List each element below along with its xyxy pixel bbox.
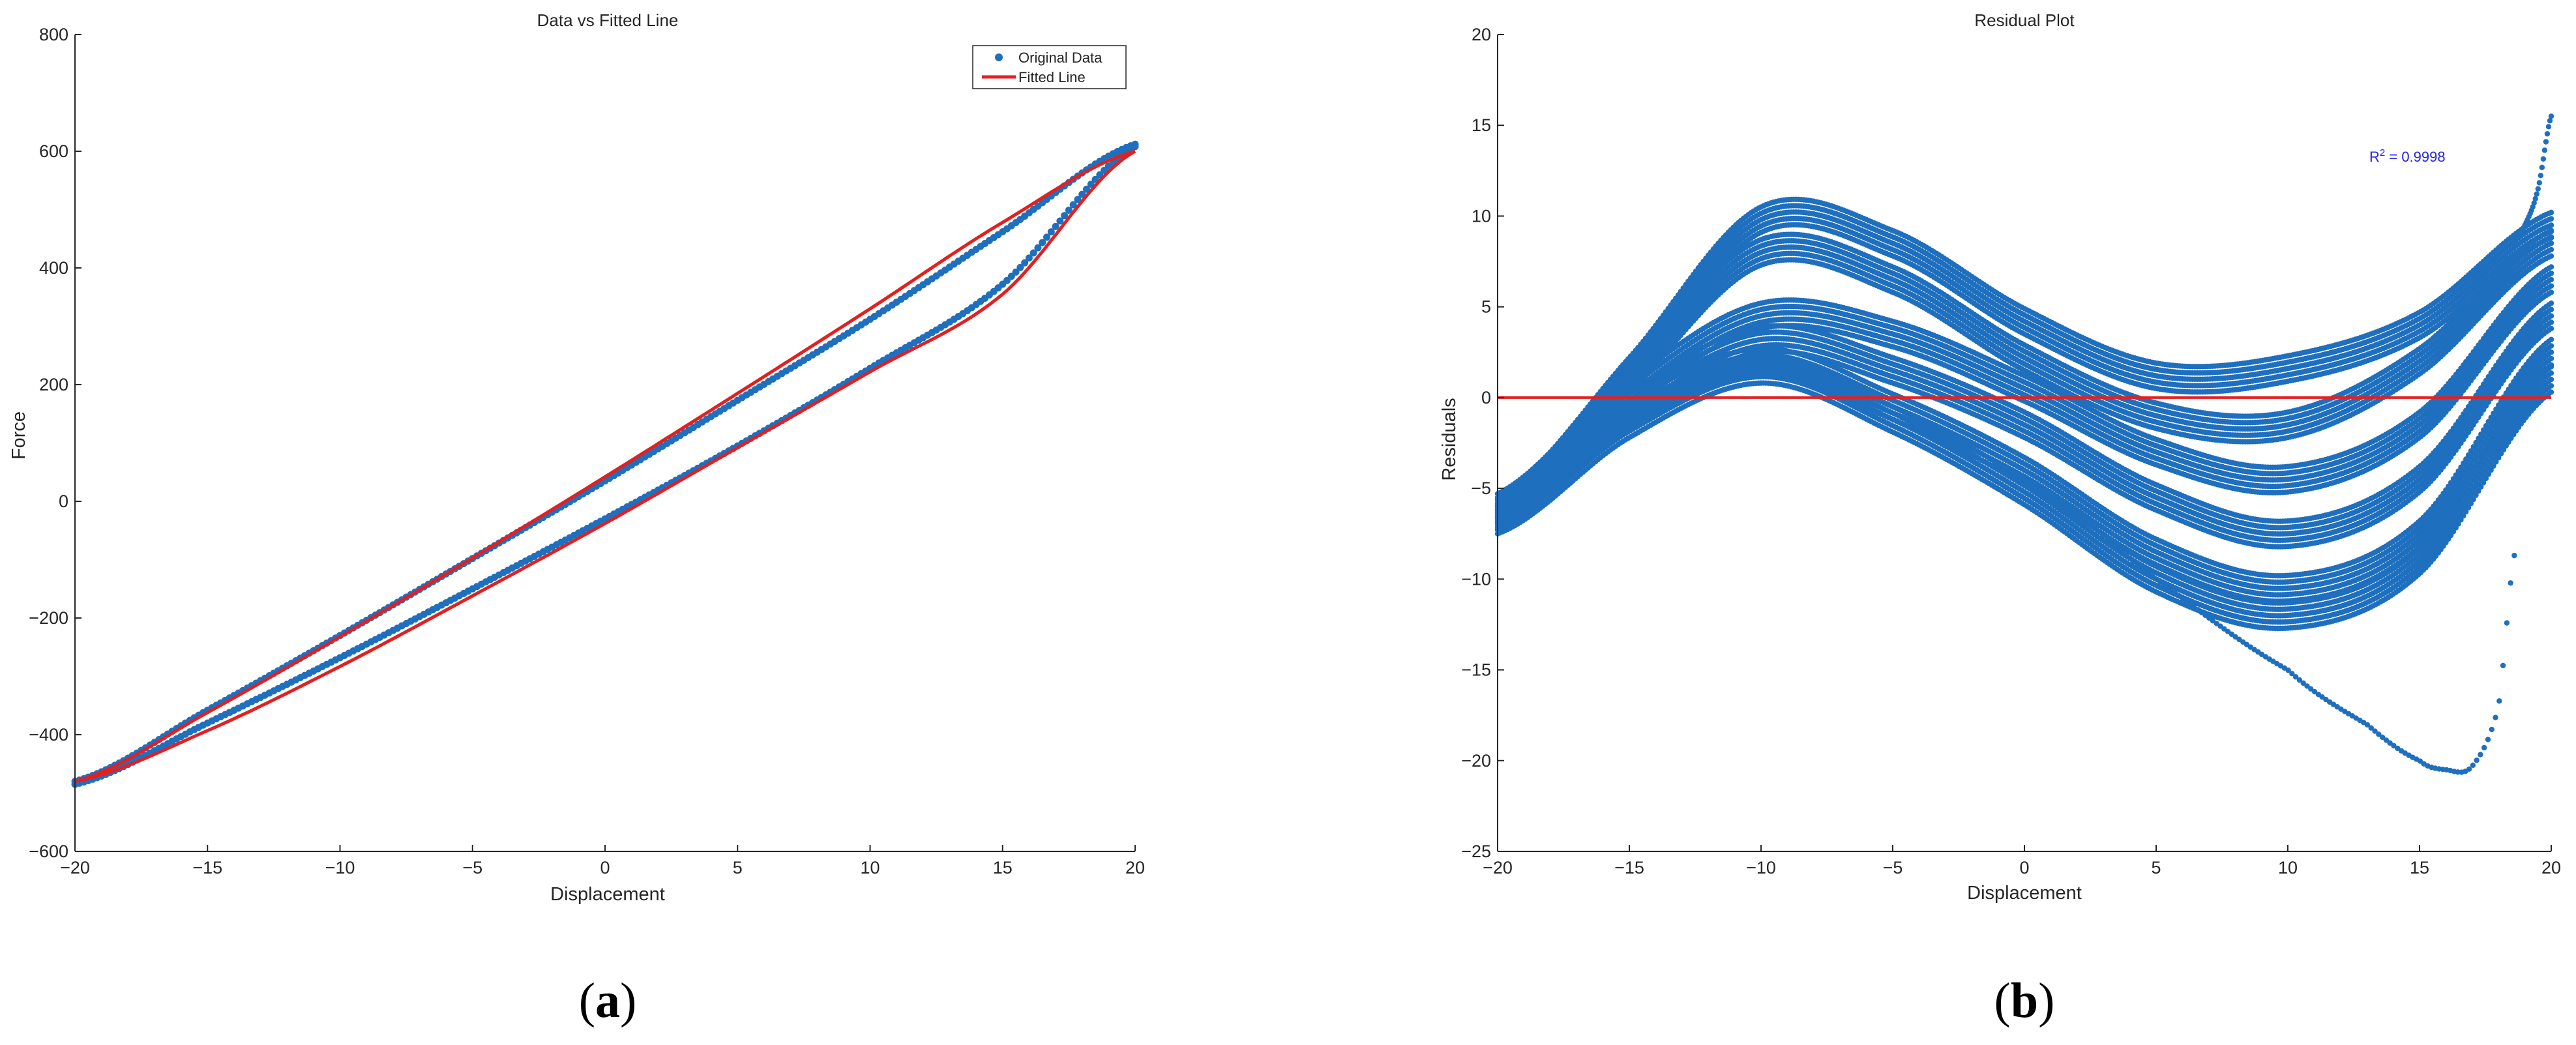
data-point	[1029, 249, 1037, 257]
x-tick-label: −20	[60, 858, 90, 877]
data-point	[1069, 201, 1077, 209]
x-tick-label: 10	[860, 858, 880, 877]
data-point	[1034, 244, 1042, 252]
chart-title: Residual Plot	[1974, 10, 2075, 30]
fitted-line-path	[74, 149, 1136, 784]
x-tick-label: −5	[462, 858, 482, 877]
data-point	[1131, 143, 1139, 151]
residual-point	[2548, 222, 2554, 228]
y-tick-label: 200	[39, 375, 68, 394]
chart-title: Data vs Fitted Line	[537, 10, 679, 30]
residual-point	[2548, 253, 2554, 259]
residual-point	[2548, 241, 2554, 246]
data-point	[1021, 259, 1029, 267]
data-point	[1087, 181, 1095, 188]
x-tick-label: −15	[192, 858, 222, 877]
axes	[74, 35, 1135, 852]
data-point	[1074, 196, 1082, 203]
x-tick-label: 5	[733, 858, 743, 877]
residual-point	[2548, 234, 2554, 240]
data-point	[1012, 268, 1020, 276]
legend-marker-original-data	[995, 53, 1003, 61]
legend-box	[972, 45, 1127, 89]
data-point	[1016, 263, 1024, 271]
legend-label-original-data: Original Data	[1018, 50, 1103, 66]
fitted-line-series	[74, 149, 1136, 784]
residuals-series	[1494, 113, 2554, 775]
x-tick-label: −10	[325, 858, 355, 877]
residual-point	[2548, 228, 2554, 233]
data-point	[1043, 233, 1050, 241]
y-tick-label: −600	[29, 842, 68, 861]
data-point	[1056, 217, 1064, 225]
data-point	[1025, 254, 1033, 262]
data-point	[1047, 228, 1055, 236]
legend-label-fitted-line: Fitted Line	[1018, 69, 1086, 85]
data-point	[1007, 272, 1015, 280]
x-tick-label: 20	[1125, 858, 1145, 877]
data-point	[1052, 222, 1059, 230]
y-tick-label: −200	[29, 608, 68, 628]
y-tick-label: 400	[39, 258, 68, 278]
residual-point	[2548, 216, 2554, 222]
fitted-line-path	[74, 149, 1136, 784]
y-tick-label: 600	[39, 141, 68, 161]
chart-residuals: Residual Plot −20 −15 −10 −5 0 5 10 15 20 −25−20…	[1439, 10, 2561, 904]
data-point	[1078, 190, 1086, 198]
residual-point	[2548, 209, 2554, 216]
data-point	[1039, 239, 1046, 246]
data-point	[1061, 212, 1069, 220]
data-point	[1082, 185, 1090, 193]
y-axis-ticks: −600 −400 −200 0 200 400 600 800	[29, 25, 81, 861]
y-tick-label: 800	[39, 25, 68, 44]
y-tick-label: −400	[29, 725, 68, 744]
chart-force-displacement: Data vs Fitted Line −20 −15 −10 −5 0 5 10 15 20 …	[8, 10, 1145, 905]
legend: Original Data Fitted Line	[972, 45, 1127, 89]
y-tick-label: 0	[59, 492, 68, 511]
residual-point	[2548, 246, 2554, 253]
x-tick-label: 0	[600, 858, 610, 877]
y-axis-label: Force	[8, 411, 29, 460]
data-point	[1065, 206, 1073, 214]
x-axis-label: Displacement	[550, 884, 665, 905]
data-point	[1091, 175, 1099, 183]
x-tick-label: 15	[993, 858, 1013, 877]
x-axis-ticks: −20 −15 −10 −5 0 5 10 15 20	[60, 845, 1145, 877]
